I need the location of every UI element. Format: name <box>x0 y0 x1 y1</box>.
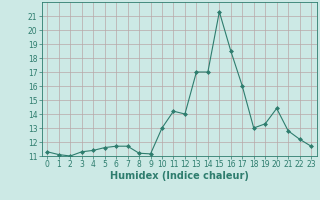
X-axis label: Humidex (Indice chaleur): Humidex (Indice chaleur) <box>110 171 249 181</box>
